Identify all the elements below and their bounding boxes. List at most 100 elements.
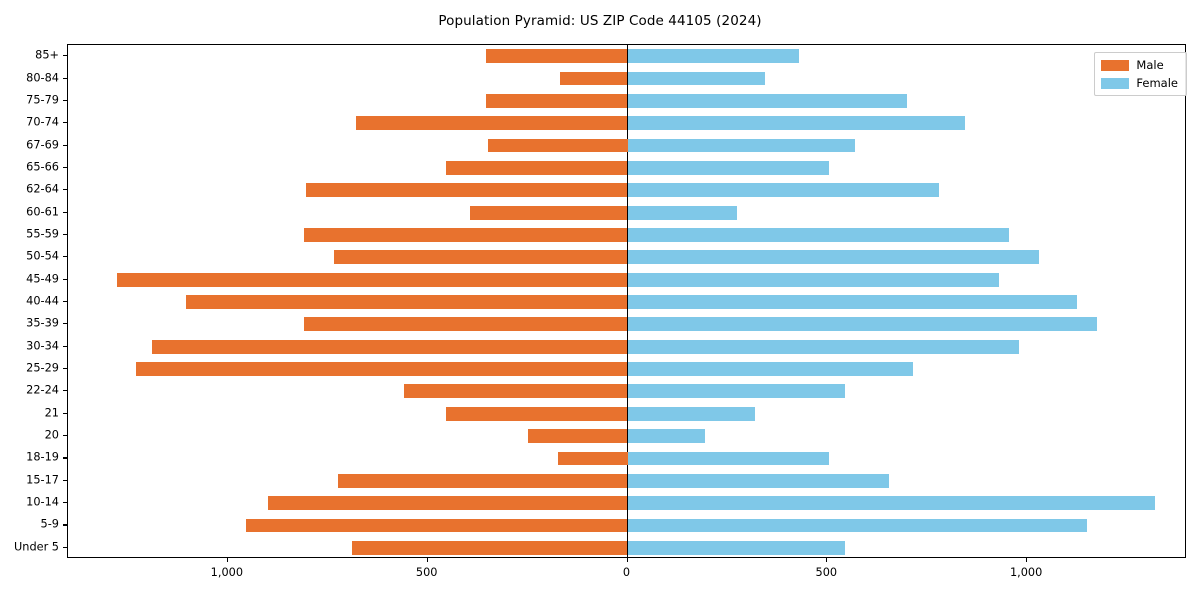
bar-row [68, 116, 1185, 131]
x-tick-label: 1,000 [1009, 566, 1043, 579]
y-tick-mark [63, 55, 67, 57]
bar-male-40-44 [185, 295, 628, 309]
bar-row [68, 339, 1185, 354]
y-tick-label-21: 21 [44, 406, 59, 420]
bar-male-20 [527, 429, 628, 443]
bar-row [68, 362, 1185, 376]
chart-legend: Male Female [1094, 52, 1187, 96]
bar-female-10-14 [627, 496, 1156, 511]
bar-female-25-29 [627, 362, 914, 376]
legend-swatch-male [1101, 59, 1130, 71]
bar-male-45-49 [117, 272, 628, 287]
bar-row [68, 406, 1185, 421]
y-tick-label-40-44: 40-44 [26, 294, 59, 308]
y-tick-label-55-59: 55-59 [26, 227, 59, 241]
bar-male-80-84 [559, 71, 628, 86]
y-tick-label-85-: 85+ [35, 48, 59, 62]
bar-female-15-17 [627, 473, 890, 488]
y-tick-label-60-61: 60-61 [26, 205, 59, 219]
bar-row [68, 183, 1185, 198]
y-tick-label-10-14: 10-14 [26, 495, 59, 509]
zero-axis-line [626, 45, 629, 557]
y-tick-mark [63, 301, 67, 303]
y-tick-mark [63, 166, 67, 168]
bar-row [68, 160, 1185, 175]
y-tick-label-25-29: 25-29 [26, 361, 59, 375]
bar-male-22-24 [403, 384, 628, 399]
bar-female-62-64 [627, 183, 940, 198]
y-tick-mark [63, 457, 67, 459]
y-tick-mark [63, 412, 67, 414]
bar-row [68, 228, 1185, 242]
bar-female-22-24 [627, 384, 846, 399]
y-tick-label-65-66: 65-66 [26, 160, 59, 174]
bar-row [68, 295, 1185, 309]
x-tick-label: 500 [415, 566, 438, 579]
bar-row [68, 384, 1185, 399]
bar-row [68, 451, 1185, 466]
y-tick-mark [63, 368, 67, 370]
bar-male-65-66 [445, 160, 628, 175]
bar-row [68, 496, 1185, 511]
bar-male-70-74 [355, 116, 628, 131]
bar-female-65-66 [627, 160, 830, 175]
bar-row [68, 317, 1185, 332]
x-axis: 1,000 500 0 500 1,000 [67, 558, 1186, 600]
legend-entry-male[interactable]: Male [1101, 58, 1178, 72]
bar-female-80-84 [627, 71, 766, 86]
bar-female-45-49 [627, 272, 1000, 287]
bar-row [68, 540, 1185, 555]
legend-label-male: Male [1136, 58, 1164, 72]
bar-male-67-69 [487, 138, 628, 153]
bar-male-85- [485, 49, 628, 64]
bar-female-35-39 [627, 317, 1098, 332]
bar-male-30-34 [151, 339, 628, 354]
y-tick-label-35-39: 35-39 [26, 316, 59, 330]
y-tick-label-80-84: 80-84 [26, 71, 59, 85]
bar-male-75-79 [485, 93, 628, 108]
bar-female-85- [627, 49, 800, 64]
x-tick-mark [826, 558, 828, 562]
y-tick-label-45-49: 45-49 [26, 272, 59, 286]
y-tick-mark [63, 546, 67, 548]
bar-female-67-69 [627, 138, 856, 153]
bar-row [68, 272, 1185, 287]
bar-female-75-79 [627, 93, 908, 108]
bar-row [68, 429, 1185, 443]
y-tick-label-30-34: 30-34 [26, 339, 59, 353]
x-tick-mark [1026, 558, 1028, 562]
bar-male-50-54 [333, 250, 628, 265]
bar-male-10-14 [267, 496, 628, 511]
y-tick-mark [63, 144, 67, 146]
legend-swatch-female [1101, 77, 1130, 89]
y-tick-mark [63, 233, 67, 236]
legend-entry-female[interactable]: Female [1101, 76, 1178, 90]
y-tick-mark [63, 122, 67, 124]
bar-male-under-5 [351, 540, 628, 555]
y-tick-label-15-17: 15-17 [26, 473, 59, 487]
x-tick-label: 0 [622, 566, 631, 579]
bar-female-20 [627, 429, 706, 443]
bar-female-under-5 [627, 540, 846, 555]
y-tick-label-70-74: 70-74 [26, 115, 59, 129]
bar-female-40-44 [627, 295, 1078, 309]
y-tick-mark [63, 189, 67, 191]
y-tick-mark [63, 345, 67, 347]
y-tick-label-75-79: 75-79 [26, 93, 59, 107]
x-tick-mark [626, 558, 628, 562]
x-tick-label: 500 [815, 566, 838, 579]
y-tick-mark [63, 502, 67, 504]
y-tick-label-50-54: 50-54 [26, 249, 59, 263]
bar-row [68, 93, 1185, 108]
bar-male-60-61 [469, 205, 628, 220]
bar-male-5-9 [245, 518, 628, 533]
y-tick-mark [63, 435, 67, 437]
y-tick-mark [63, 390, 67, 392]
y-tick-label-62-64: 62-64 [26, 182, 59, 196]
bar-female-70-74 [627, 116, 966, 131]
x-tick-mark [426, 558, 428, 562]
bar-female-55-59 [627, 228, 1010, 242]
bar-male-35-39 [303, 317, 628, 332]
y-tick-label-67-69: 67-69 [26, 138, 59, 152]
